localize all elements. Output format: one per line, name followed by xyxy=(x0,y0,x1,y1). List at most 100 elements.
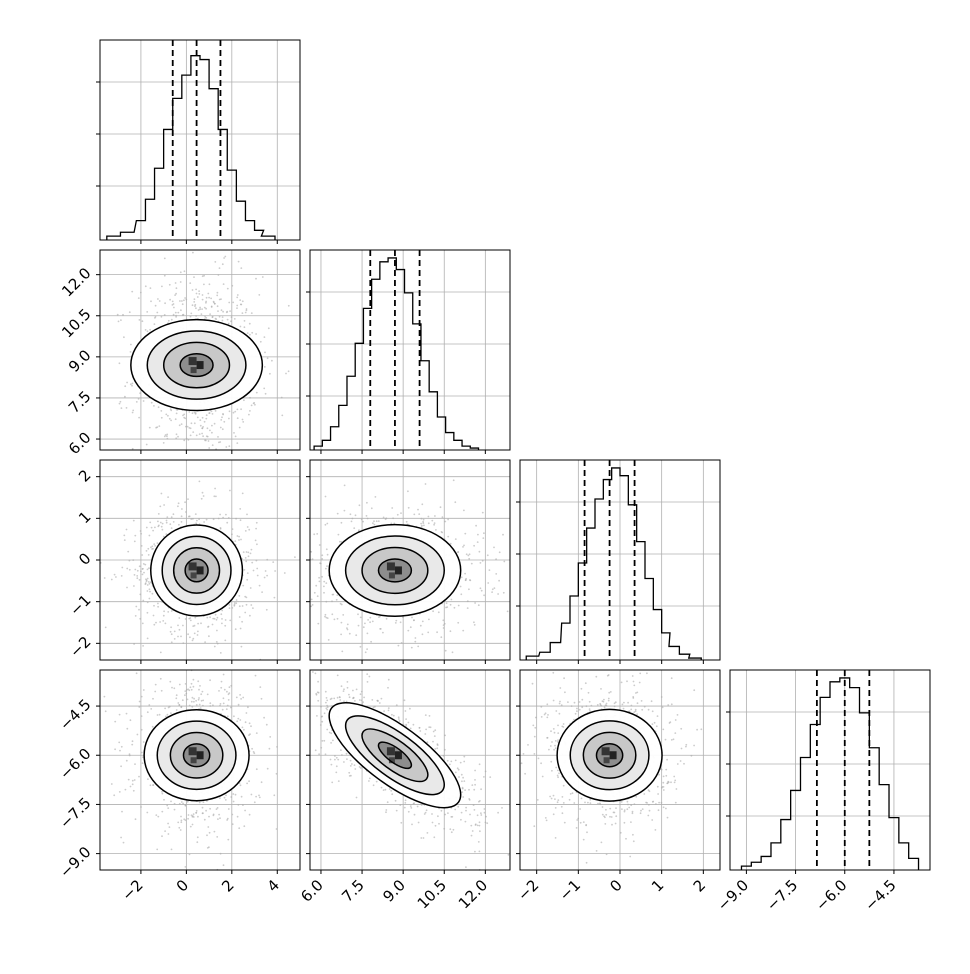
panel-1-3-point xyxy=(336,757,338,759)
panel-0-1-point xyxy=(215,410,217,412)
panel-0-3-point xyxy=(196,810,198,812)
panel-0-2-point xyxy=(157,603,159,605)
panel-0-1-point xyxy=(153,405,155,407)
panel-1-2-point xyxy=(367,633,369,635)
panel-1-2-point xyxy=(495,558,497,560)
panel-1-3-point xyxy=(404,699,406,701)
panel-0-1-point xyxy=(170,420,172,422)
panel-0-3-point xyxy=(192,815,194,817)
panel-2-3-point xyxy=(563,723,565,725)
panel-0-1-point xyxy=(205,302,207,304)
panel-2-3-point xyxy=(604,823,606,825)
panel-1-2-point xyxy=(467,600,469,602)
panel-0-1-point xyxy=(209,283,211,285)
panel-0-1-point xyxy=(181,423,183,425)
panel-0-3-point xyxy=(200,707,202,709)
panel-0-1-point xyxy=(132,412,134,414)
panel-0-2-point xyxy=(220,528,222,530)
panel-1-3-point xyxy=(363,697,365,699)
panel-0-2-point xyxy=(138,609,140,611)
panel-0-2-point xyxy=(163,504,165,506)
panel-0-2-point xyxy=(245,530,247,532)
panel-1-3-point xyxy=(391,714,393,716)
panel-0-3-point xyxy=(209,702,211,704)
panel-0-3-point xyxy=(114,748,116,750)
panel-1-3-point xyxy=(471,835,473,837)
panel-0-3-point xyxy=(180,829,182,831)
panel-2-3-point xyxy=(635,709,637,711)
panel-0-3-point xyxy=(223,703,225,705)
panel-1-3-point xyxy=(465,866,467,868)
panel-0-1-point xyxy=(173,307,175,309)
panel-1-2-point xyxy=(350,513,352,515)
panel-1-2-point xyxy=(418,513,420,515)
panel-0-3-point xyxy=(141,696,143,698)
panel-1-2-point xyxy=(450,604,452,606)
panel-1-3-point xyxy=(411,824,413,826)
panel-2-3-point xyxy=(555,710,557,712)
panel-0-3-point xyxy=(217,818,219,820)
panel-0-2-point xyxy=(203,521,205,523)
panel-0-1-point xyxy=(237,294,239,296)
panel-0-1-point xyxy=(183,414,185,416)
panel-0-3-point xyxy=(159,714,161,716)
panel-0-3-point xyxy=(177,822,179,824)
panel-1-2-point xyxy=(423,519,425,521)
panel-1-2-point xyxy=(435,529,437,531)
panel-1-3-point xyxy=(437,744,439,746)
panel-2-3-point xyxy=(639,673,641,675)
panel-1-3-point xyxy=(315,749,317,751)
panel-0-1-point xyxy=(249,334,251,336)
panel-0-3-point xyxy=(167,807,169,809)
panel-0-3-point xyxy=(193,813,195,815)
panel-0-3-point xyxy=(136,672,138,674)
panel-1-3-point xyxy=(351,763,353,765)
panel-1-2-point xyxy=(366,515,368,517)
panel-1-3-point xyxy=(405,710,407,712)
panel-0-1-point xyxy=(164,258,166,260)
panel-0-2-point xyxy=(218,518,220,520)
panel-0-2-point xyxy=(187,498,189,500)
panel-0-1-point xyxy=(183,299,185,301)
panel-0-3-point xyxy=(157,816,159,818)
panel-1-3-point xyxy=(391,793,393,795)
panel-0-1-point xyxy=(161,417,163,419)
panel-0-3-point xyxy=(182,803,184,805)
panel-0-3-point xyxy=(218,814,220,816)
panel-2-3-point xyxy=(633,681,635,683)
panel-0-3-point xyxy=(233,801,235,803)
panel-0-3-point xyxy=(199,685,201,687)
panel-0-1-point xyxy=(131,291,133,293)
panel-0-2-point xyxy=(126,529,128,531)
panel-0-3-point xyxy=(197,680,199,682)
panel-0-1-point xyxy=(164,314,166,316)
panel-0-1-point xyxy=(244,326,246,328)
panel-0-1-point xyxy=(264,336,266,338)
panel-2-3-point xyxy=(671,677,673,679)
panel-0-1-point xyxy=(132,448,134,450)
panel-0-2-point xyxy=(148,554,150,556)
panel-0-3-point xyxy=(150,708,152,710)
panel-1-3-point xyxy=(477,825,479,827)
panel-1-3-point xyxy=(343,761,345,763)
panel-0-2-point xyxy=(238,539,240,541)
panel-0-1-point xyxy=(245,312,247,314)
panel-1-2-point xyxy=(450,630,452,632)
panel-1-3-point xyxy=(350,760,352,762)
panel-1-3-point xyxy=(474,779,476,781)
hist-0-steps xyxy=(107,56,275,240)
panel-1-3-point xyxy=(441,810,443,812)
panel-2-3-point xyxy=(662,782,664,784)
panel-0-2-point xyxy=(121,575,123,577)
panel-1-3-point xyxy=(396,810,398,812)
panel-0-2-point xyxy=(161,493,163,495)
panel-1-2-point xyxy=(487,554,489,556)
panel-0-2-point xyxy=(169,523,171,525)
panel-0-3-point xyxy=(185,866,187,868)
panel-0-3-point xyxy=(128,779,130,781)
panel-1-2-point xyxy=(317,595,319,597)
panel-0-3-point xyxy=(222,709,224,711)
panel-0-3-point xyxy=(241,796,243,798)
panel-0-3-point xyxy=(161,835,163,837)
panel-0-1-point xyxy=(140,292,142,294)
